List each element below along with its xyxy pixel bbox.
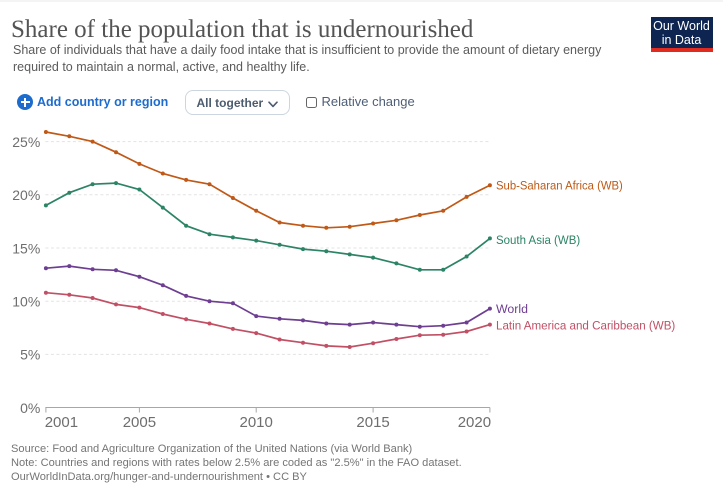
svg-text:Sub-Saharan Africa (WB): Sub-Saharan Africa (WB) [496, 179, 623, 193]
svg-text:2015: 2015 [356, 414, 389, 431]
svg-text:15%: 15% [12, 240, 40, 256]
svg-text:2005: 2005 [123, 414, 156, 431]
svg-text:0%: 0% [20, 400, 40, 416]
svg-text:2020: 2020 [458, 414, 491, 431]
svg-text:Latin America and Caribbean (W: Latin America and Caribbean (WB) [496, 318, 675, 332]
svg-text:20%: 20% [12, 187, 40, 203]
svg-text:2010: 2010 [240, 414, 273, 431]
svg-text:25%: 25% [12, 134, 40, 150]
svg-text:5%: 5% [20, 347, 40, 363]
svg-text:2001: 2001 [45, 414, 78, 431]
svg-text:World: World [496, 302, 528, 316]
svg-text:10%: 10% [12, 294, 40, 310]
svg-text:South Asia (WB): South Asia (WB) [496, 233, 580, 247]
